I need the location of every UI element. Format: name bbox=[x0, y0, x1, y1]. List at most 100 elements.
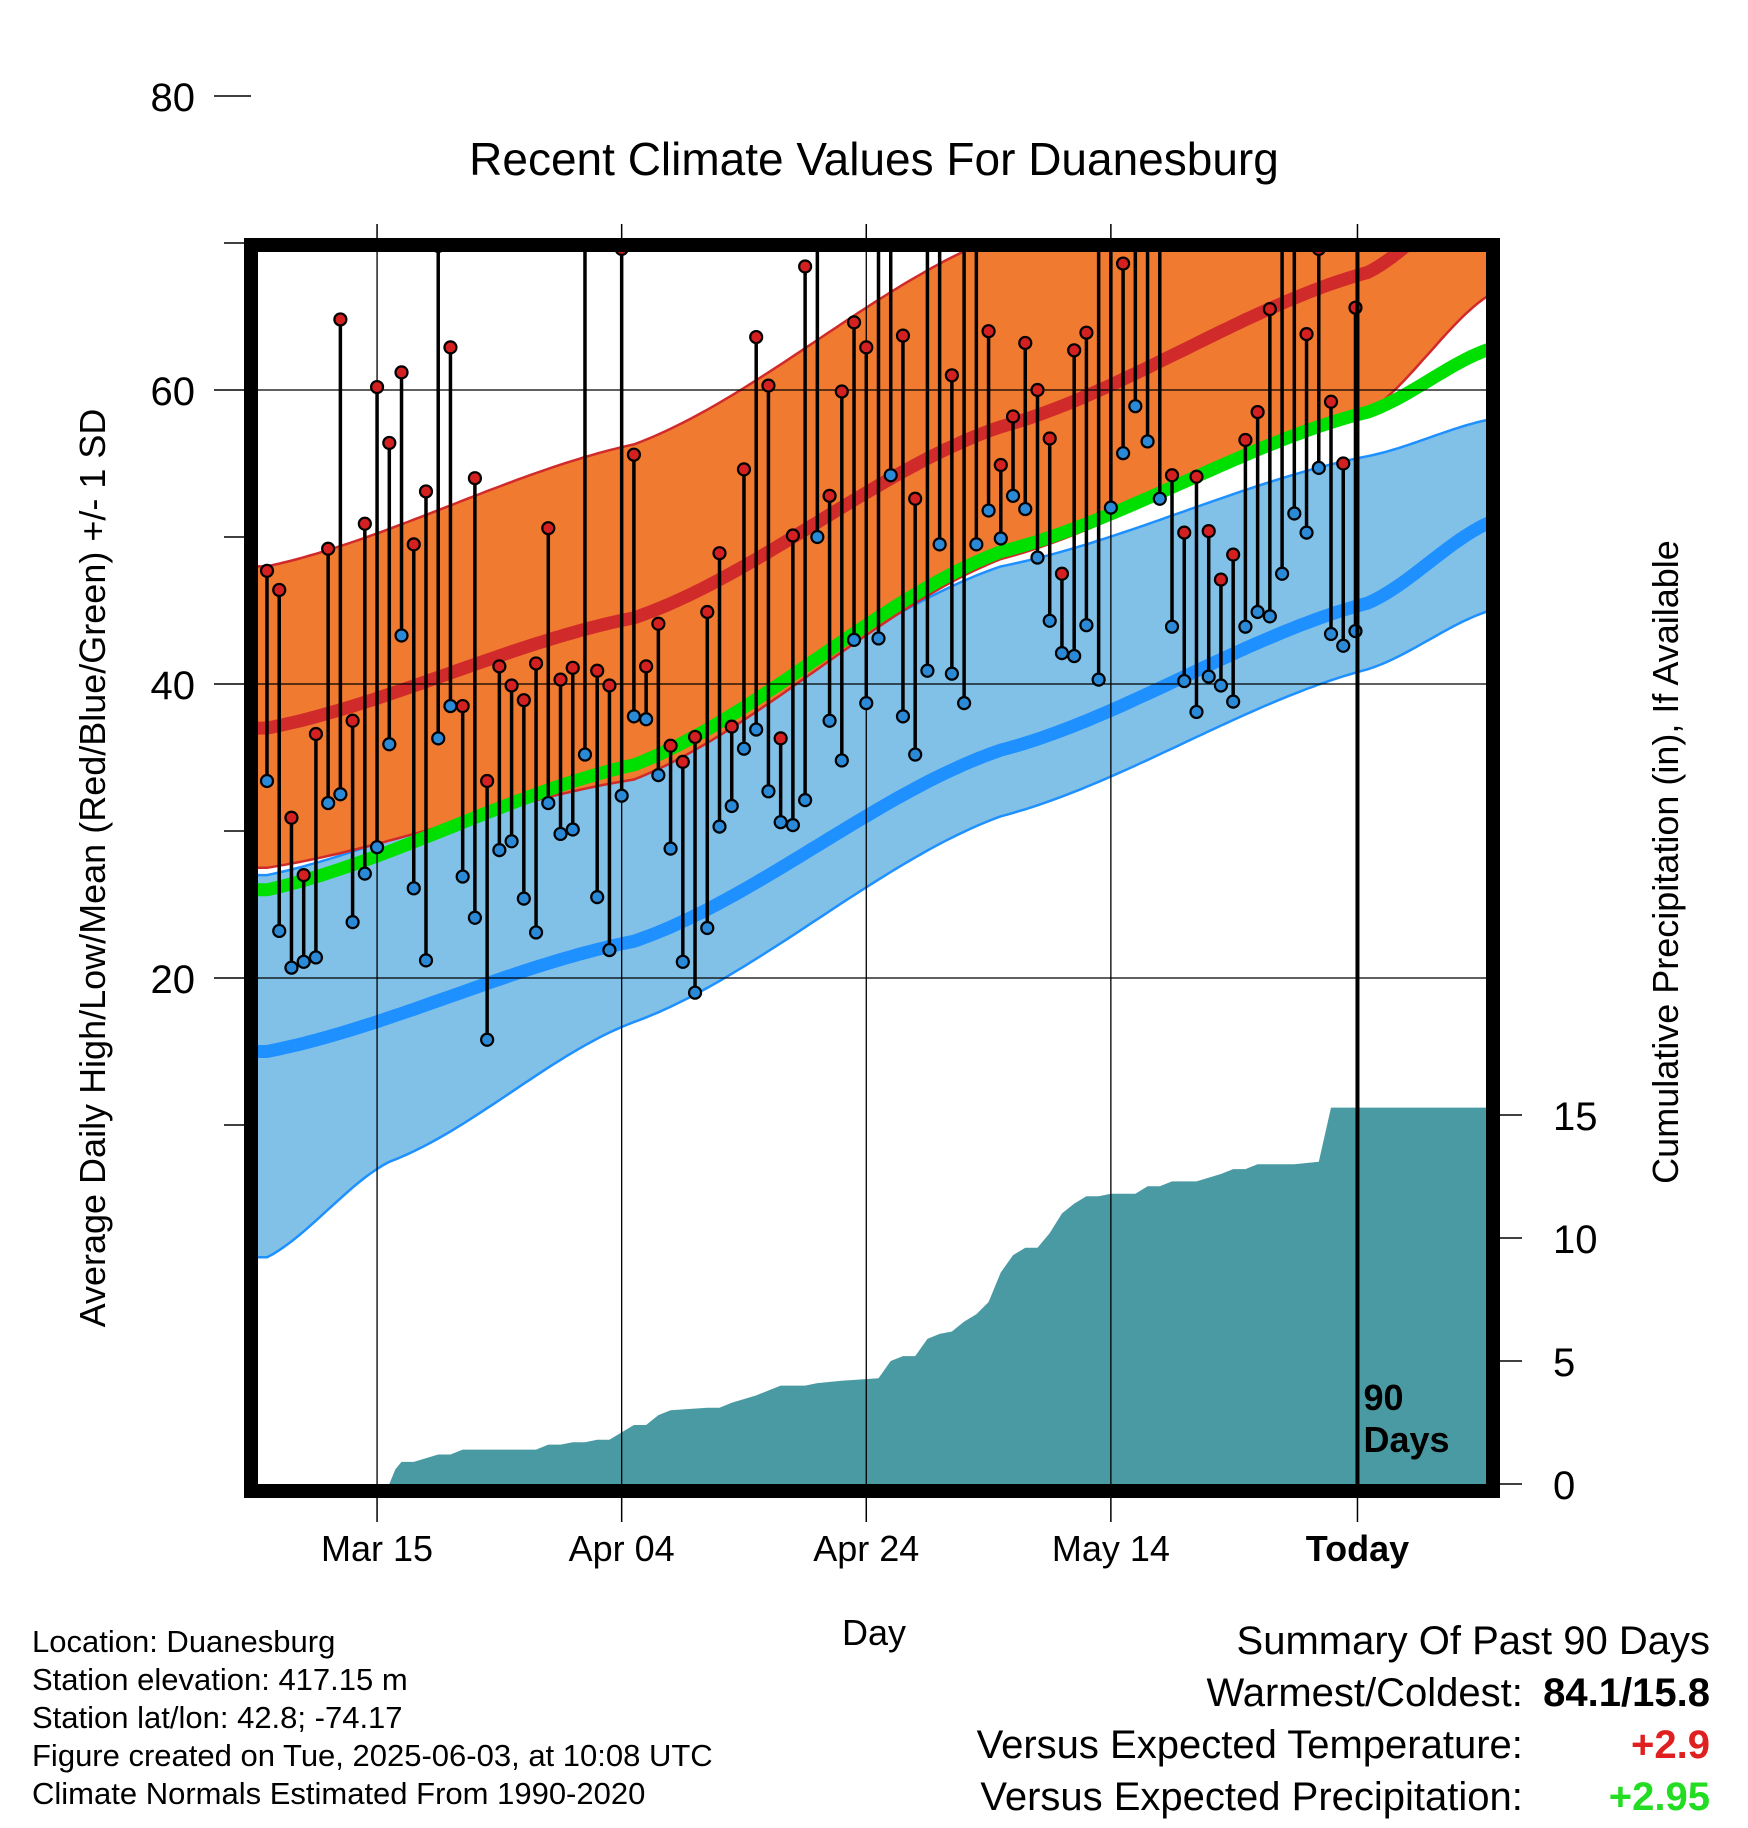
daily-high-point bbox=[1238, 432, 1253, 448]
daily-high-point bbox=[590, 663, 605, 678]
high-sd-band bbox=[258, 252, 1486, 868]
daily-low-point bbox=[1311, 460, 1326, 476]
daily-low-point bbox=[724, 798, 739, 814]
daily-low-point bbox=[920, 663, 935, 678]
daily-low-point bbox=[883, 468, 898, 483]
daily-low-point bbox=[590, 890, 605, 905]
elevation-text: Station elevation: 417.15 m bbox=[32, 1662, 408, 1697]
y2-tick-label: 10 bbox=[1553, 1218, 1598, 1262]
daily-high-point bbox=[934, 30, 946, 42]
daily-high-point bbox=[1067, 343, 1082, 358]
daily-low-point bbox=[394, 628, 409, 643]
daily-low-point bbox=[1140, 434, 1155, 449]
daily-low-point bbox=[1164, 619, 1180, 634]
daily-high-point bbox=[785, 528, 800, 543]
daily-high-point bbox=[357, 516, 372, 531]
daily-low-point bbox=[284, 960, 299, 975]
x-tick-label: Apr 04 bbox=[569, 1528, 675, 1569]
daily-high-point bbox=[1142, 93, 1154, 105]
summary-panel: Summary Of Past 90 Days Warmest/Coldest:… bbox=[977, 1615, 1710, 1823]
daily-low-point bbox=[577, 747, 593, 762]
daily-high-point bbox=[1299, 327, 1314, 342]
daily-high-point bbox=[1262, 302, 1277, 317]
daily-high-point bbox=[467, 471, 483, 486]
daily-high-point bbox=[615, 252, 629, 256]
warmest-coldest-label: Warmest/Coldest: bbox=[1206, 1671, 1523, 1715]
daily-high-point bbox=[345, 713, 360, 728]
low-minus-sd-line bbox=[258, 610, 1486, 1259]
daily-high-point bbox=[834, 384, 849, 399]
daily-low-point bbox=[675, 954, 690, 969]
daily-high-point bbox=[1005, 409, 1021, 424]
daily-low-point bbox=[822, 713, 837, 728]
daily-high-point bbox=[1054, 566, 1070, 581]
warmest-coldest-value: 84.1/15.8 bbox=[1543, 1671, 1710, 1715]
daily-high-point bbox=[895, 328, 911, 343]
daily-low-point bbox=[296, 954, 311, 969]
daily-low-point bbox=[626, 709, 642, 724]
daily-low-point bbox=[321, 795, 336, 811]
daily-high-point bbox=[761, 378, 776, 393]
daily-low-point bbox=[687, 985, 703, 1000]
daily-low-point bbox=[1238, 619, 1253, 634]
daily-high-point bbox=[528, 656, 544, 671]
daily-high-point bbox=[516, 693, 531, 708]
daily-low-point bbox=[846, 632, 862, 648]
daily-low-point bbox=[516, 891, 531, 906]
daily-high-point bbox=[1312, 252, 1326, 256]
precip-anomaly-row: Versus Expected Precipitation: +2.95 bbox=[977, 1771, 1710, 1823]
daily-low-point bbox=[1079, 618, 1094, 633]
daily-high-point bbox=[553, 672, 568, 687]
daily-high-point bbox=[908, 491, 923, 506]
daily-high-point bbox=[1336, 456, 1351, 471]
daily-low-point bbox=[553, 826, 568, 842]
precip-anomaly-value: +2.95 bbox=[1608, 1775, 1710, 1819]
daily-high-point bbox=[1323, 394, 1339, 409]
high-plus-sd-line bbox=[258, 252, 966, 568]
x-tick-label: May 14 bbox=[1052, 1528, 1170, 1569]
daily-high-point bbox=[321, 541, 336, 556]
daily-high-point bbox=[296, 867, 311, 883]
y2-tick-label: 15 bbox=[1553, 1095, 1598, 1139]
daily-high-point bbox=[773, 731, 788, 746]
daily-high-point bbox=[1115, 256, 1131, 271]
daily-low-point bbox=[1299, 525, 1314, 540]
daily-low-point bbox=[993, 531, 1008, 546]
daily-low-point bbox=[272, 923, 287, 939]
summary-title: Summary Of Past 90 Days bbox=[1236, 1619, 1710, 1663]
daily-high-point bbox=[369, 379, 385, 395]
normals-text: Climate Normals Estimated From 1990-2020 bbox=[32, 1776, 646, 1811]
daily-high-point bbox=[455, 698, 470, 714]
daily-low-point bbox=[736, 741, 752, 756]
daily-high-point bbox=[1177, 525, 1192, 540]
daily-high-point bbox=[284, 810, 299, 825]
x-tick-label: Mar 15 bbox=[321, 1528, 433, 1569]
daily-low-point bbox=[651, 768, 666, 783]
daily-low-point bbox=[1030, 550, 1045, 565]
daily-low-point bbox=[1115, 446, 1131, 461]
daily-low-point bbox=[455, 869, 470, 884]
daily-high-point bbox=[394, 365, 409, 380]
daily-low-point bbox=[981, 503, 996, 518]
y-axis-label: Average Daily High/Low/Mean (Red/Blue/Gr… bbox=[72, 409, 113, 1328]
daily-low-point bbox=[639, 712, 654, 727]
daily-low-point bbox=[1067, 648, 1082, 664]
daily-high-point bbox=[981, 324, 996, 339]
daily-low-point bbox=[1128, 399, 1143, 414]
daily-high-point bbox=[663, 738, 678, 753]
daily-low-point bbox=[859, 696, 874, 711]
daily-low-point bbox=[969, 537, 984, 552]
daily-low-point bbox=[895, 709, 911, 724]
daily-low-point bbox=[614, 788, 629, 803]
daily-low-point bbox=[406, 881, 421, 896]
daily-high-point bbox=[798, 259, 813, 274]
daily-low-point bbox=[480, 1032, 495, 1047]
daily-low-point bbox=[259, 773, 275, 789]
daily-high-point bbox=[492, 659, 507, 674]
daily-high-point bbox=[1018, 335, 1033, 351]
daily-low-point bbox=[308, 950, 324, 965]
daily-low-point bbox=[932, 537, 947, 552]
created-text: Figure created on Tue, 2025-06-03, at 10… bbox=[32, 1738, 713, 1773]
daily-low-point bbox=[418, 953, 434, 968]
